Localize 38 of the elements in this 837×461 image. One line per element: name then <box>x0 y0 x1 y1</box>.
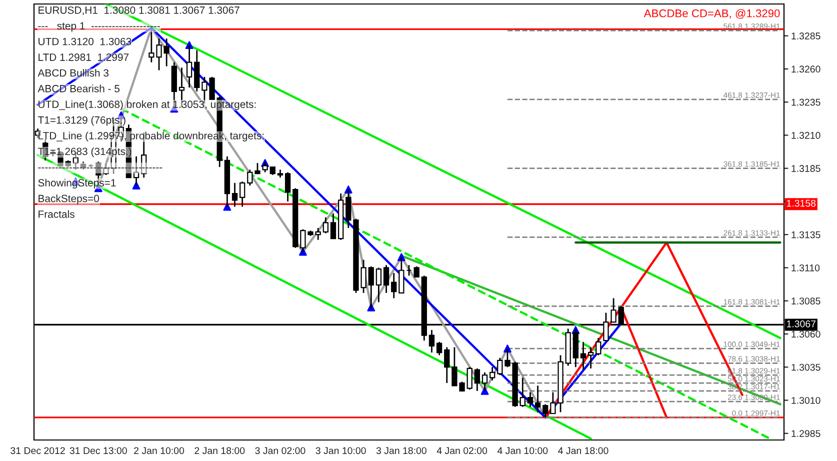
annotation: LTD 1.2981 1.2997 <box>38 54 129 61</box>
x-tick-label: 2 Jan 18:00 <box>194 447 245 454</box>
annotation: ABCD Bearish - 5 <box>38 84 120 92</box>
ref-line-label: 1.3158 <box>786 200 816 207</box>
x-tick-label: 2 Jan 10:00 <box>134 447 184 454</box>
annotation: T1=1.2683 (314pts.) <box>38 147 132 158</box>
annotation: UTD 1.3120 1.3063 <box>38 38 132 46</box>
x-tick-label: 3 Jan 18:00 <box>376 447 426 454</box>
x-tick-label: 31 Dec 2012 <box>10 447 65 454</box>
y-tick-label: 1.3235 <box>792 98 820 106</box>
x-tick-label: 3 Jan 10:00 <box>316 447 366 454</box>
y-tick-label: 1.3210 <box>792 132 820 139</box>
y-tick-label: 1.3110 <box>792 264 820 272</box>
y-tick-label: 1.3135 <box>792 231 820 238</box>
x-tick-label: 3 Jan 02:00 <box>255 447 306 454</box>
y-tick-label: 1.3060 <box>792 330 820 338</box>
y-tick-label: 1.3035 <box>792 364 820 371</box>
annotation: ABCD Bullish 3 <box>38 68 108 77</box>
annotation: T1=1.3129 (76pts.) <box>38 116 126 126</box>
x-tick-label: 4 Jan 10:00 <box>497 447 548 454</box>
y-tick-label: 1.3260 <box>792 66 820 73</box>
ref-line-label: 1.3067 <box>786 320 816 328</box>
x-tick-label: 31 Dec 13:00 <box>70 447 127 454</box>
annotation: BackSteps=0 <box>38 194 100 204</box>
annotation: UTD_Line(1.3068) broken at 1.3053, uptargets: <box>38 100 256 110</box>
chart-title: EURUSD,H1 1.3080 1.3081 1.3067 1.3067 <box>38 6 240 16</box>
y-tick-label: 1.3285 <box>792 32 820 40</box>
y-tick-label: 1.3010 <box>792 396 820 404</box>
annotation: LTD_Line (1.2997), probable downbreak, targets: <box>38 132 264 142</box>
annotation: ABCDBe CD=AB, @1.3290 <box>644 9 780 19</box>
y-tick-label: 1.3085 <box>792 298 820 304</box>
y-tick-label: 1.3185 <box>792 165 820 172</box>
x-tick-label: 4 Jan 02:00 <box>436 447 488 454</box>
annotation: ShowingSteps=1 <box>38 178 116 189</box>
x-tick-label: 4 Jan 18:00 <box>558 447 608 454</box>
annotation: --- step 1 -------------------- <box>38 22 160 32</box>
y-tick-label: 1.2985 <box>792 430 820 437</box>
annotation: Fractals <box>38 210 74 218</box>
